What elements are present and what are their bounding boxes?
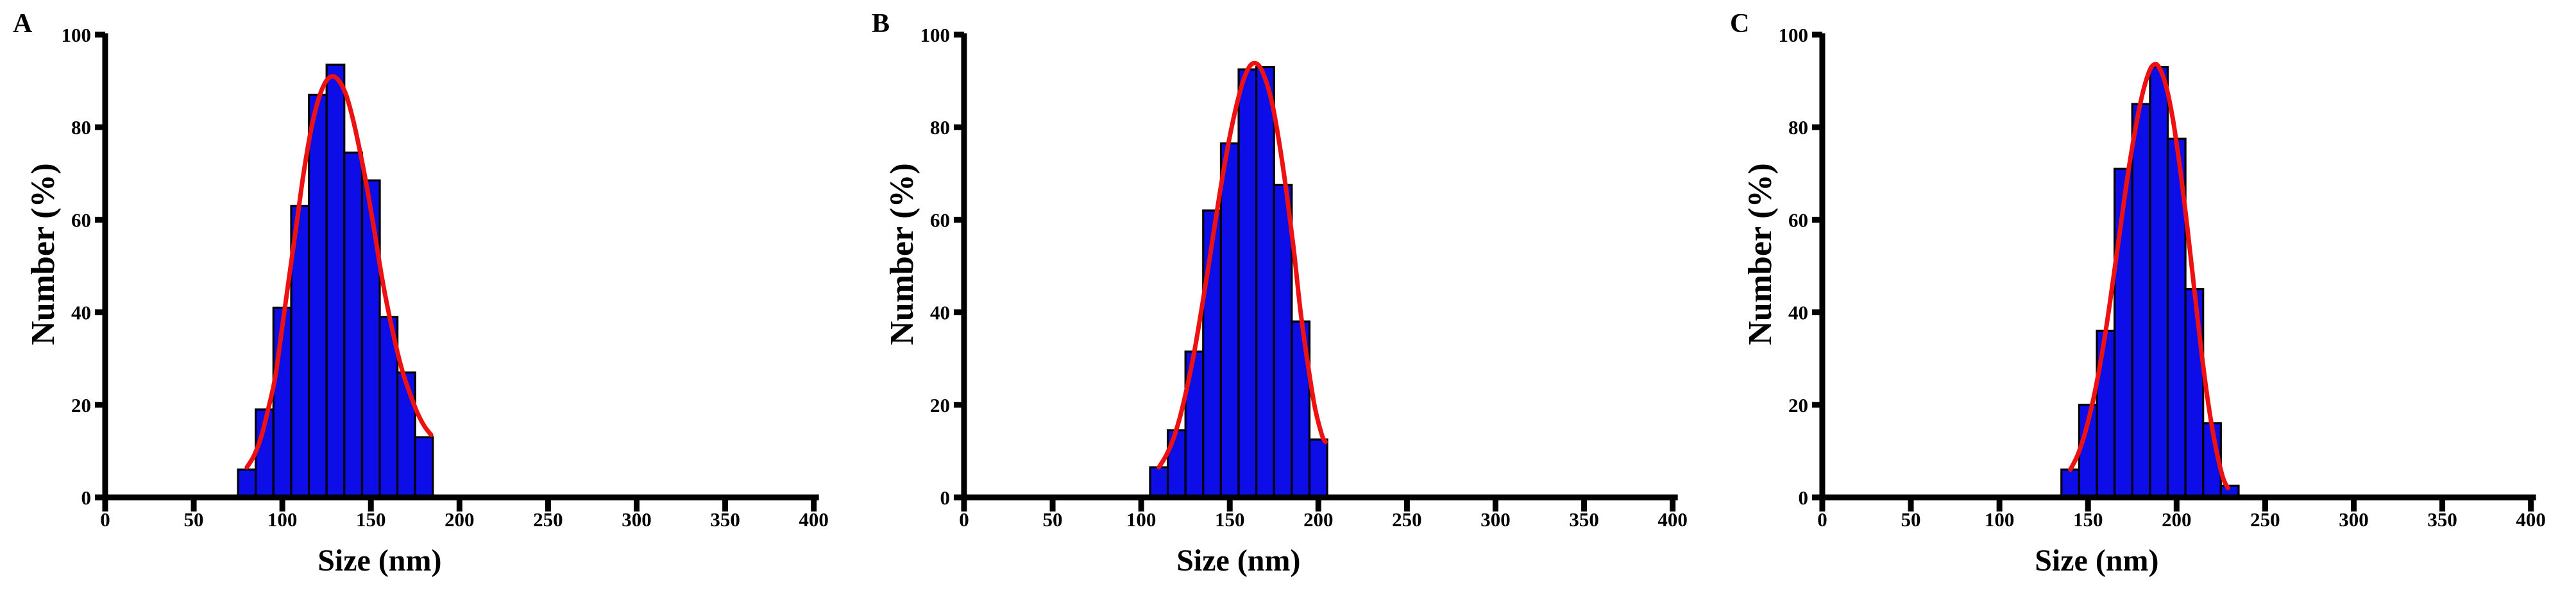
fit-curve: [2068, 62, 2231, 491]
x-tick-label: 300: [1480, 508, 1510, 531]
x-tick-label: 250: [1392, 508, 1421, 531]
histogram-bars: [237, 64, 434, 499]
x-tick-label: 400: [799, 508, 828, 531]
x-tick-label: 100: [1985, 508, 2014, 531]
panel-letter: B: [872, 9, 890, 39]
histogram-bar: [2131, 103, 2151, 499]
y-axis-title: Number (%): [25, 163, 62, 345]
x-tick-label: 200: [445, 508, 474, 531]
fit-curve: [244, 74, 434, 470]
y-tick-label: 20: [71, 394, 91, 417]
x-tick-label: 50: [184, 508, 204, 531]
y-tick-label: 0: [1799, 486, 1808, 509]
y-tick-label: 60: [930, 209, 950, 231]
x-tick-label: 50: [1042, 508, 1062, 531]
panel-b: 0 50 100 150 200 250 300 350 400 0 20 40 60 80 100 Size…: [859, 0, 1718, 593]
y-tick-label: 40: [1788, 302, 1808, 324]
y-tick-label: 100: [920, 24, 949, 46]
y-tick-label: 0: [81, 486, 90, 509]
y-tick-label: 100: [61, 24, 90, 46]
x-tick-label: 150: [2073, 508, 2103, 531]
x-axis-title: Size (nm): [1176, 544, 1300, 578]
histogram-bar: [2060, 468, 2081, 499]
x-tick-label: 150: [1215, 508, 1244, 531]
y-tick-label: 20: [1788, 394, 1808, 417]
histogram-bar: [1237, 68, 1257, 499]
y-axis-title: Number (%): [884, 163, 920, 345]
y-tick-label: 60: [1788, 209, 1808, 231]
x-tick-label: 250: [533, 508, 563, 531]
x-tick-label: 100: [267, 508, 297, 531]
panel-a: 0 50 100 150 200 250 300 350 400 0 20 40 60 80 100 Size…: [0, 0, 859, 593]
x-tick-label: 200: [2162, 508, 2191, 531]
histogram-bar: [325, 64, 346, 499]
x-tick-label: 0: [1818, 508, 1827, 531]
y-tick-label: 80: [1788, 116, 1808, 139]
y-tick-label: 80: [930, 116, 950, 139]
x-tick-label: 300: [2339, 508, 2369, 531]
histogram-bar: [1149, 466, 1169, 499]
x-axis-title: Size (nm): [318, 544, 441, 578]
histogram-bar: [343, 151, 363, 499]
x-tick-label: 300: [622, 508, 651, 531]
panel-letter: C: [1730, 9, 1749, 39]
x-tick-label: 400: [2516, 508, 2546, 531]
x-tick-label: 50: [1901, 508, 1921, 531]
y-tick-label: 60: [71, 209, 91, 231]
histogram-bar: [1308, 438, 1328, 499]
histogram-bar: [2184, 288, 2205, 499]
x-tick-label: 150: [356, 508, 386, 531]
histogram-bar: [2114, 168, 2134, 499]
histogram-bar: [396, 371, 416, 499]
x-tick-label: 100: [1126, 508, 1156, 531]
histogram-bar: [237, 468, 257, 499]
y-tick-label: 40: [71, 302, 91, 324]
panel-c: 0 50 100 150 200 250 300 350 400 0 20 40 60 80 100 Size…: [1717, 0, 2576, 593]
fit-curve: [1156, 60, 1328, 470]
x-tick-label: 350: [2428, 508, 2457, 531]
histogram-chart: 0 50 100 150 200 250 300 350 400 0 20 40 60 80 100 Size…: [13, 9, 829, 578]
y-tick-label: 80: [71, 116, 91, 139]
y-axis-title: Number (%): [1742, 163, 1779, 345]
x-tick-label: 350: [1569, 508, 1598, 531]
x-tick-label: 400: [1657, 508, 1687, 531]
x-tick-label: 350: [710, 508, 740, 531]
x-tick-label: 250: [2250, 508, 2280, 531]
x-tick-label: 0: [959, 508, 969, 531]
histogram-bar: [414, 436, 434, 499]
histogram-bars: [1149, 65, 1328, 499]
histogram-bar: [307, 94, 328, 499]
histogram-chart: 0 50 100 150 200 250 300 350 400 0 20 40 60 80 100 Size…: [1730, 9, 2546, 578]
histogram-bar: [1255, 65, 1275, 499]
histogram-bar: [2149, 65, 2169, 499]
y-tick-label: 0: [940, 486, 949, 509]
histogram-bar: [360, 179, 381, 499]
x-tick-label: 200: [1303, 508, 1333, 531]
x-tick-label: 0: [100, 508, 110, 531]
panel-letter: A: [13, 9, 33, 39]
histogram-bar: [1219, 142, 1240, 499]
histogram-bar: [1273, 184, 1293, 499]
y-tick-label: 100: [1779, 24, 1808, 46]
histogram-chart: 0 50 100 150 200 250 300 350 400 0 20 40 60 80 100 Size…: [872, 9, 1688, 578]
y-tick-label: 40: [930, 302, 950, 324]
x-axis-title: Size (nm): [2035, 544, 2159, 578]
y-tick-label: 20: [930, 394, 950, 417]
